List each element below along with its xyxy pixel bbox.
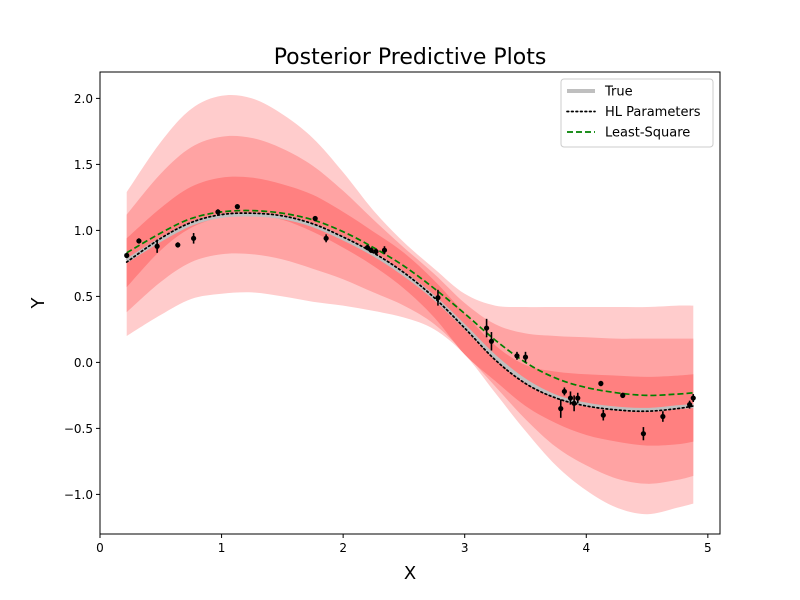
observation-point bbox=[522, 351, 529, 363]
observation-point bbox=[234, 204, 240, 210]
observation-point bbox=[368, 247, 374, 253]
y-axis-label: Y bbox=[28, 297, 49, 310]
observation-point bbox=[215, 209, 221, 215]
series-line-true bbox=[125, 212, 694, 412]
data-point bbox=[381, 247, 388, 253]
observation-point bbox=[323, 234, 329, 243]
data-point bbox=[660, 413, 666, 420]
legend-box bbox=[560, 78, 714, 148]
legend: True HL Parameters Least-Square bbox=[560, 78, 714, 148]
x-tick-label: 5 bbox=[704, 541, 712, 555]
data-point bbox=[154, 243, 160, 249]
observation-point bbox=[558, 399, 564, 418]
observation-point bbox=[687, 400, 693, 409]
data-point bbox=[364, 244, 371, 251]
y-axis-ticks: −1.0 −0.5 0.0 0.5 1.0 1.5 2.0 bbox=[64, 92, 100, 502]
observation-point bbox=[435, 289, 441, 306]
data-point bbox=[483, 325, 490, 331]
data-point bbox=[600, 412, 606, 418]
data-point bbox=[687, 402, 693, 408]
data-point bbox=[571, 400, 577, 406]
observation-point bbox=[571, 395, 577, 412]
observation-point bbox=[598, 380, 604, 387]
data-point bbox=[575, 395, 581, 401]
observation-point bbox=[136, 238, 142, 244]
x-tick-label: 2 bbox=[339, 541, 347, 555]
y-tick-label: −1.0 bbox=[64, 488, 93, 502]
observation-point bbox=[600, 409, 606, 421]
plot-frame bbox=[99, 71, 721, 535]
observation-point bbox=[690, 394, 696, 402]
observation-point bbox=[154, 239, 160, 253]
data-point bbox=[312, 215, 318, 222]
data-point bbox=[136, 238, 142, 244]
x-tick-label: 0 bbox=[96, 541, 104, 555]
data-point bbox=[558, 406, 564, 412]
observation-point bbox=[191, 233, 197, 244]
observation-point bbox=[364, 244, 371, 251]
series-line-least-square bbox=[126, 209, 694, 397]
observation-point bbox=[567, 391, 574, 405]
legend-label: HL Parameters bbox=[605, 105, 701, 120]
legend-label: True bbox=[604, 85, 633, 100]
y-tick-label: 2.0 bbox=[74, 92, 93, 106]
data-point bbox=[124, 252, 130, 259]
legend-item: Least-Square bbox=[567, 126, 690, 141]
data-point bbox=[435, 295, 441, 301]
observation-point bbox=[488, 332, 495, 351]
legend-item: HL Parameters bbox=[566, 105, 701, 120]
data-point bbox=[191, 235, 197, 241]
observation-point bbox=[561, 387, 567, 396]
y-tick-label: −0.5 bbox=[64, 422, 93, 436]
legend-item: True bbox=[567, 85, 633, 100]
data-point bbox=[598, 380, 604, 387]
observation-point bbox=[312, 215, 318, 222]
data-point bbox=[567, 395, 574, 401]
x-tick-label: 1 bbox=[218, 541, 226, 555]
data-point bbox=[488, 338, 495, 344]
observation-points bbox=[124, 204, 696, 441]
observation-point bbox=[175, 242, 181, 248]
observation-point bbox=[640, 427, 647, 441]
x-axis-label: X bbox=[404, 563, 416, 584]
observation-point bbox=[575, 392, 581, 404]
y-tick-label: 0.0 bbox=[74, 356, 93, 370]
data-point bbox=[215, 209, 221, 215]
legend-label: Least-Square bbox=[605, 126, 690, 141]
observation-point bbox=[514, 351, 520, 360]
band-3 bbox=[126, 176, 694, 446]
data-point bbox=[561, 388, 567, 395]
observation-point bbox=[660, 411, 666, 422]
observation-point bbox=[124, 252, 130, 259]
data-point bbox=[620, 392, 626, 398]
data-point bbox=[522, 354, 529, 360]
y-tick-label: 1.5 bbox=[74, 158, 93, 172]
data-point bbox=[368, 247, 374, 253]
observation-point bbox=[483, 318, 490, 338]
chart-title: Posterior Predictive Plots bbox=[274, 45, 547, 70]
x-tick-label: 3 bbox=[461, 541, 469, 555]
observation-point bbox=[373, 248, 379, 255]
series-lines bbox=[125, 209, 695, 413]
data-point bbox=[640, 431, 647, 437]
x-tick-label: 4 bbox=[582, 541, 590, 555]
data-point bbox=[323, 235, 329, 241]
y-tick-label: 1.0 bbox=[74, 224, 93, 238]
data-point bbox=[373, 248, 379, 255]
observation-point bbox=[381, 246, 388, 255]
series-line-hl-parameters bbox=[125, 212, 695, 413]
data-point bbox=[175, 242, 181, 248]
x-axis-ticks: 0 1 2 3 4 5 bbox=[96, 534, 712, 555]
y-tick-label: 0.5 bbox=[74, 290, 93, 304]
data-point bbox=[234, 204, 240, 210]
observation-point bbox=[620, 392, 626, 399]
data-point bbox=[514, 353, 520, 359]
data-point bbox=[690, 395, 696, 401]
